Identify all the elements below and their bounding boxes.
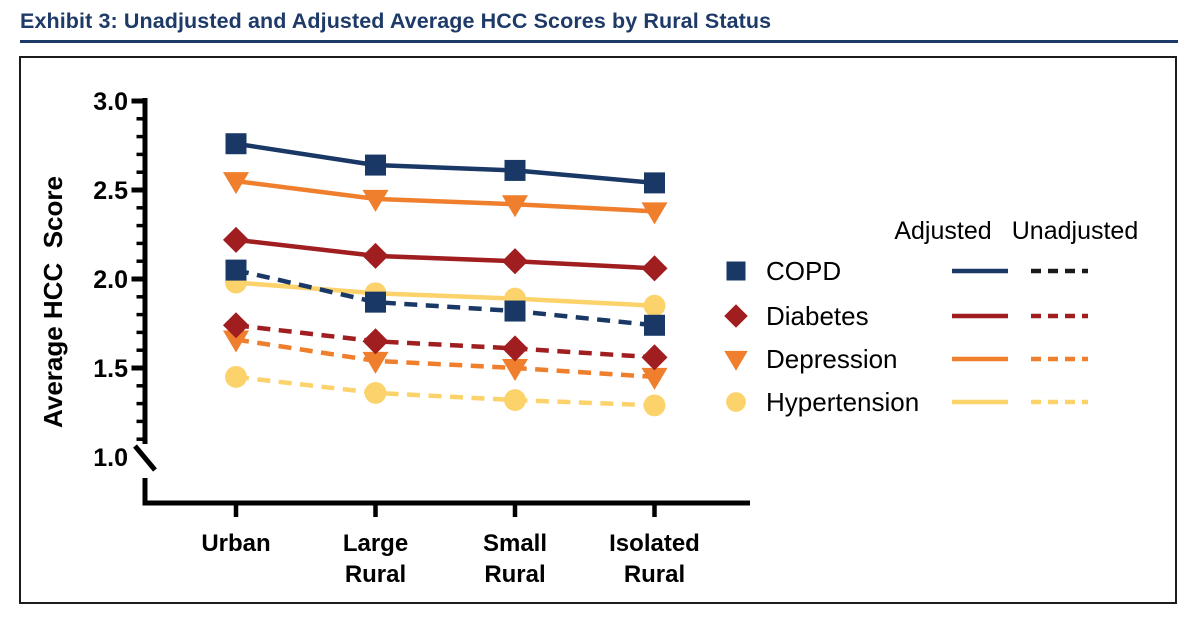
- y-axis-title: Average HCC Score: [38, 176, 68, 428]
- diamond-marker: [724, 304, 748, 328]
- x-tick-label: Large: [343, 530, 408, 557]
- y-tick-label: 2.0: [93, 266, 128, 294]
- circle-marker: [726, 392, 746, 412]
- y-axis-break-slash: [133, 444, 157, 472]
- y-tick-label: 3.0: [93, 88, 128, 116]
- x-tick-label: Rural: [484, 561, 545, 588]
- square-marker: [644, 314, 665, 336]
- triangle-down-marker: [641, 202, 668, 225]
- series-copd-adjusted: [225, 133, 665, 194]
- legend: Adjusted Unadjusted COPD Diabetes Depression…: [724, 217, 1138, 417]
- y-tick-label: 2.5: [93, 177, 128, 205]
- triangle-down-marker: [641, 367, 668, 390]
- series-line: [235, 374, 655, 408]
- axes: [131, 98, 750, 517]
- series-hypertension-unadjusted: [225, 365, 666, 417]
- square-marker: [504, 159, 526, 181]
- triangle-down-marker: [501, 358, 529, 382]
- series-depression-unadjusted: [222, 330, 668, 390]
- series-line: [235, 237, 655, 271]
- legend-column-header: Adjusted: [894, 217, 991, 245]
- square-marker: [726, 261, 746, 281]
- diamond-marker: [222, 226, 250, 253]
- legend-entry-diabetes: Diabetes: [724, 301, 1088, 331]
- series-copd-unadjusted: [225, 259, 665, 336]
- triangle-down-marker: [222, 172, 250, 195]
- series-line: [235, 141, 655, 186]
- y-tick-label: 1.0: [93, 444, 128, 472]
- square-marker: [504, 300, 526, 322]
- circle-marker: [643, 394, 666, 417]
- circle-marker: [225, 365, 247, 388]
- square-marker: [365, 154, 386, 176]
- square-marker: [225, 133, 247, 155]
- series-line: [235, 267, 655, 328]
- series-line: [235, 178, 655, 214]
- legend-entry-label: Diabetes: [766, 301, 869, 331]
- square-marker: [365, 291, 386, 313]
- triangle-down-marker: [222, 330, 250, 353]
- circle-marker: [504, 389, 526, 411]
- legend-entry-label: Depression: [766, 344, 898, 374]
- diamond-marker: [641, 344, 668, 371]
- circle-marker: [364, 382, 387, 404]
- chart-frame: [19, 56, 1177, 604]
- diamond-marker: [501, 335, 529, 362]
- axis-labels: 3.0 2.5 2.0 1.5 1.0 Average HCC Score Urban Lar…: [38, 88, 700, 588]
- x-tick-label: Isolated: [609, 530, 700, 557]
- x-tick-label: Rural: [345, 561, 406, 588]
- title-underline: [20, 40, 1178, 43]
- x-tick-label: Small: [483, 530, 547, 557]
- diamond-marker: [641, 255, 668, 282]
- diamond-marker: [362, 242, 389, 269]
- legend-entry-hypertension: Hypertension: [726, 387, 1088, 417]
- series-diabetes-unadjusted: [222, 312, 668, 371]
- legend-entry-depression: Depression: [724, 344, 1088, 374]
- legend-entry-label: COPD: [766, 256, 841, 286]
- legend-column-header: Unadjusted: [1012, 217, 1138, 245]
- square-marker: [644, 172, 665, 194]
- x-tick-label: Urban: [201, 530, 270, 557]
- triangle-down-marker: [501, 195, 529, 218]
- y-tick-label: 1.5: [93, 355, 128, 383]
- exhibit-title: Exhibit 3: Unadjusted and Adjusted Avera…: [20, 9, 772, 33]
- series-diabetes-adjusted: [222, 226, 668, 282]
- series-line: [235, 337, 655, 380]
- diamond-marker: [501, 248, 529, 275]
- square-marker: [225, 259, 247, 281]
- series-hypertension-adjusted: [225, 271, 666, 317]
- triangle-down-marker: [724, 350, 748, 371]
- diamond-marker: [362, 328, 389, 355]
- circle-marker: [643, 294, 666, 317]
- triangle-down-marker: [362, 351, 389, 374]
- series-line: [235, 323, 655, 360]
- legend-entry-copd: COPD: [726, 256, 1088, 286]
- x-tick-label: Rural: [624, 561, 685, 588]
- triangle-down-marker: [362, 189, 389, 212]
- legend-entry-label: Hypertension: [766, 387, 919, 417]
- series-depression-adjusted: [222, 172, 668, 225]
- diamond-marker: [222, 312, 250, 339]
